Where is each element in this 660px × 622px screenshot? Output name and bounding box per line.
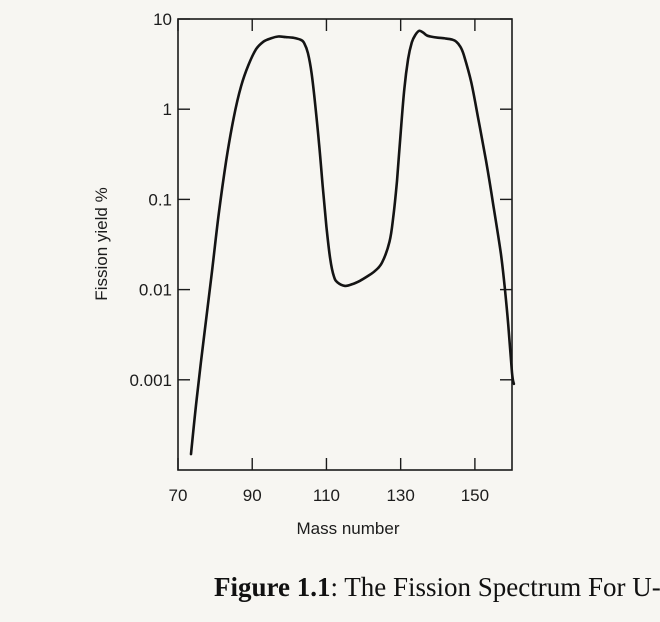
x-tick-label: 90: [243, 486, 262, 505]
x-tick-label: 70: [169, 486, 188, 505]
y-tick-label: 0.001: [129, 371, 172, 390]
figure-caption: Figure 1.1: The Fission Spectrum For U-2…: [214, 572, 660, 603]
x-tick-label: 110: [313, 486, 340, 505]
y-tick-label: 0.1: [148, 190, 172, 209]
y-axis-title: Fission yield %: [92, 187, 111, 300]
figure-caption-text: : The Fission Spectrum For U-235.: [330, 572, 660, 602]
y-tick-label: 10: [153, 10, 172, 29]
y-tick-label: 0.01: [139, 281, 172, 300]
fission-yield-curve: [189, 29, 516, 456]
y-tick-label: 1: [163, 100, 172, 119]
x-tick-label: 150: [461, 486, 489, 505]
x-tick-label: 130: [386, 486, 414, 505]
figure-label: Figure 1.1: [214, 572, 331, 602]
x-axis: 70 90 110 130 150: [169, 19, 489, 505]
x-axis-title: Mass number: [297, 519, 400, 538]
plot-border: [177, 18, 513, 471]
y-axis: 0.001 0.01 0.1 1 10: [129, 10, 512, 390]
plot-frame: [177, 18, 513, 471]
